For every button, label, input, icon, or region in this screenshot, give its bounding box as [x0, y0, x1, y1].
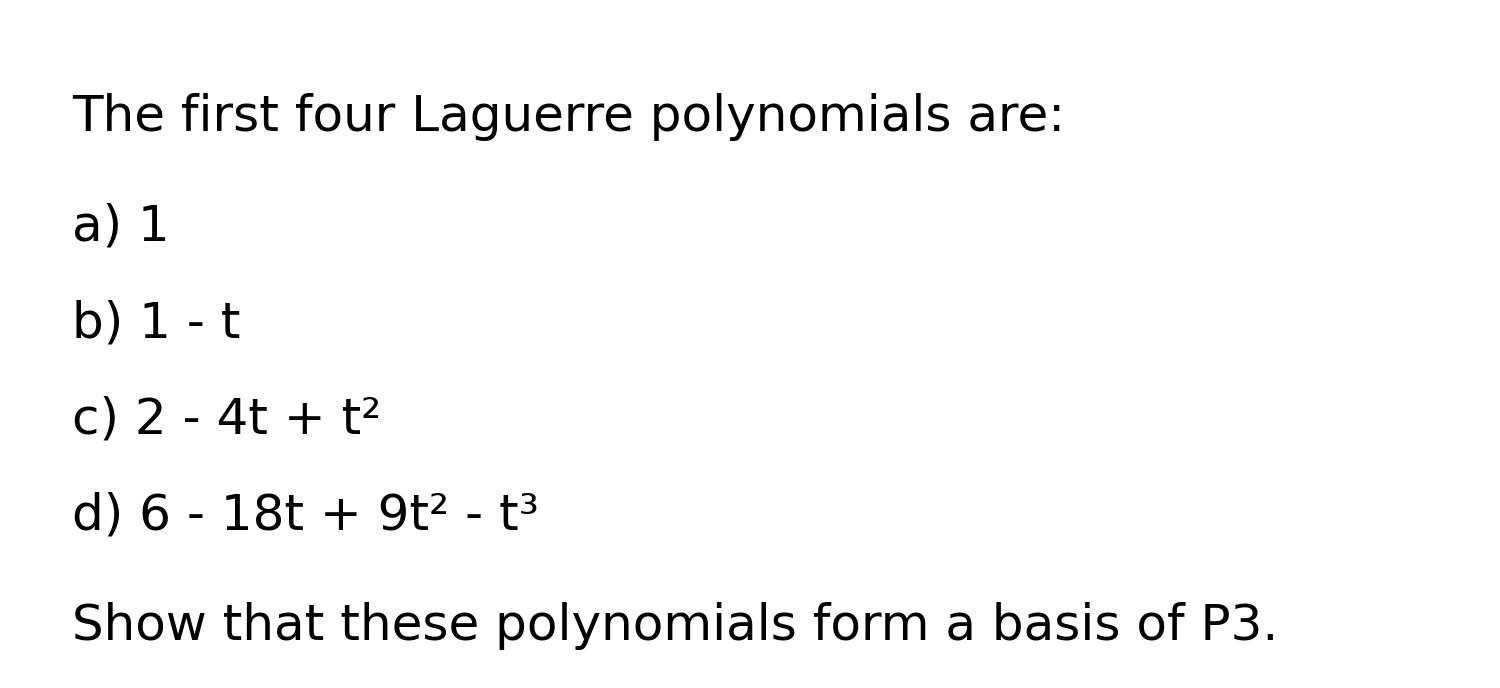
Text: a) 1: a) 1: [72, 203, 170, 251]
Text: c) 2 - 4t + t²: c) 2 - 4t + t²: [72, 396, 381, 444]
Text: d) 6 - 18t + 9t² - t³: d) 6 - 18t + 9t² - t³: [72, 492, 538, 540]
Text: The first four Laguerre polynomials are:: The first four Laguerre polynomials are:: [72, 93, 1065, 141]
Text: b) 1 - t: b) 1 - t: [72, 299, 240, 347]
Text: Show that these polynomials form a basis of P3.: Show that these polynomials form a basis…: [72, 602, 1278, 650]
